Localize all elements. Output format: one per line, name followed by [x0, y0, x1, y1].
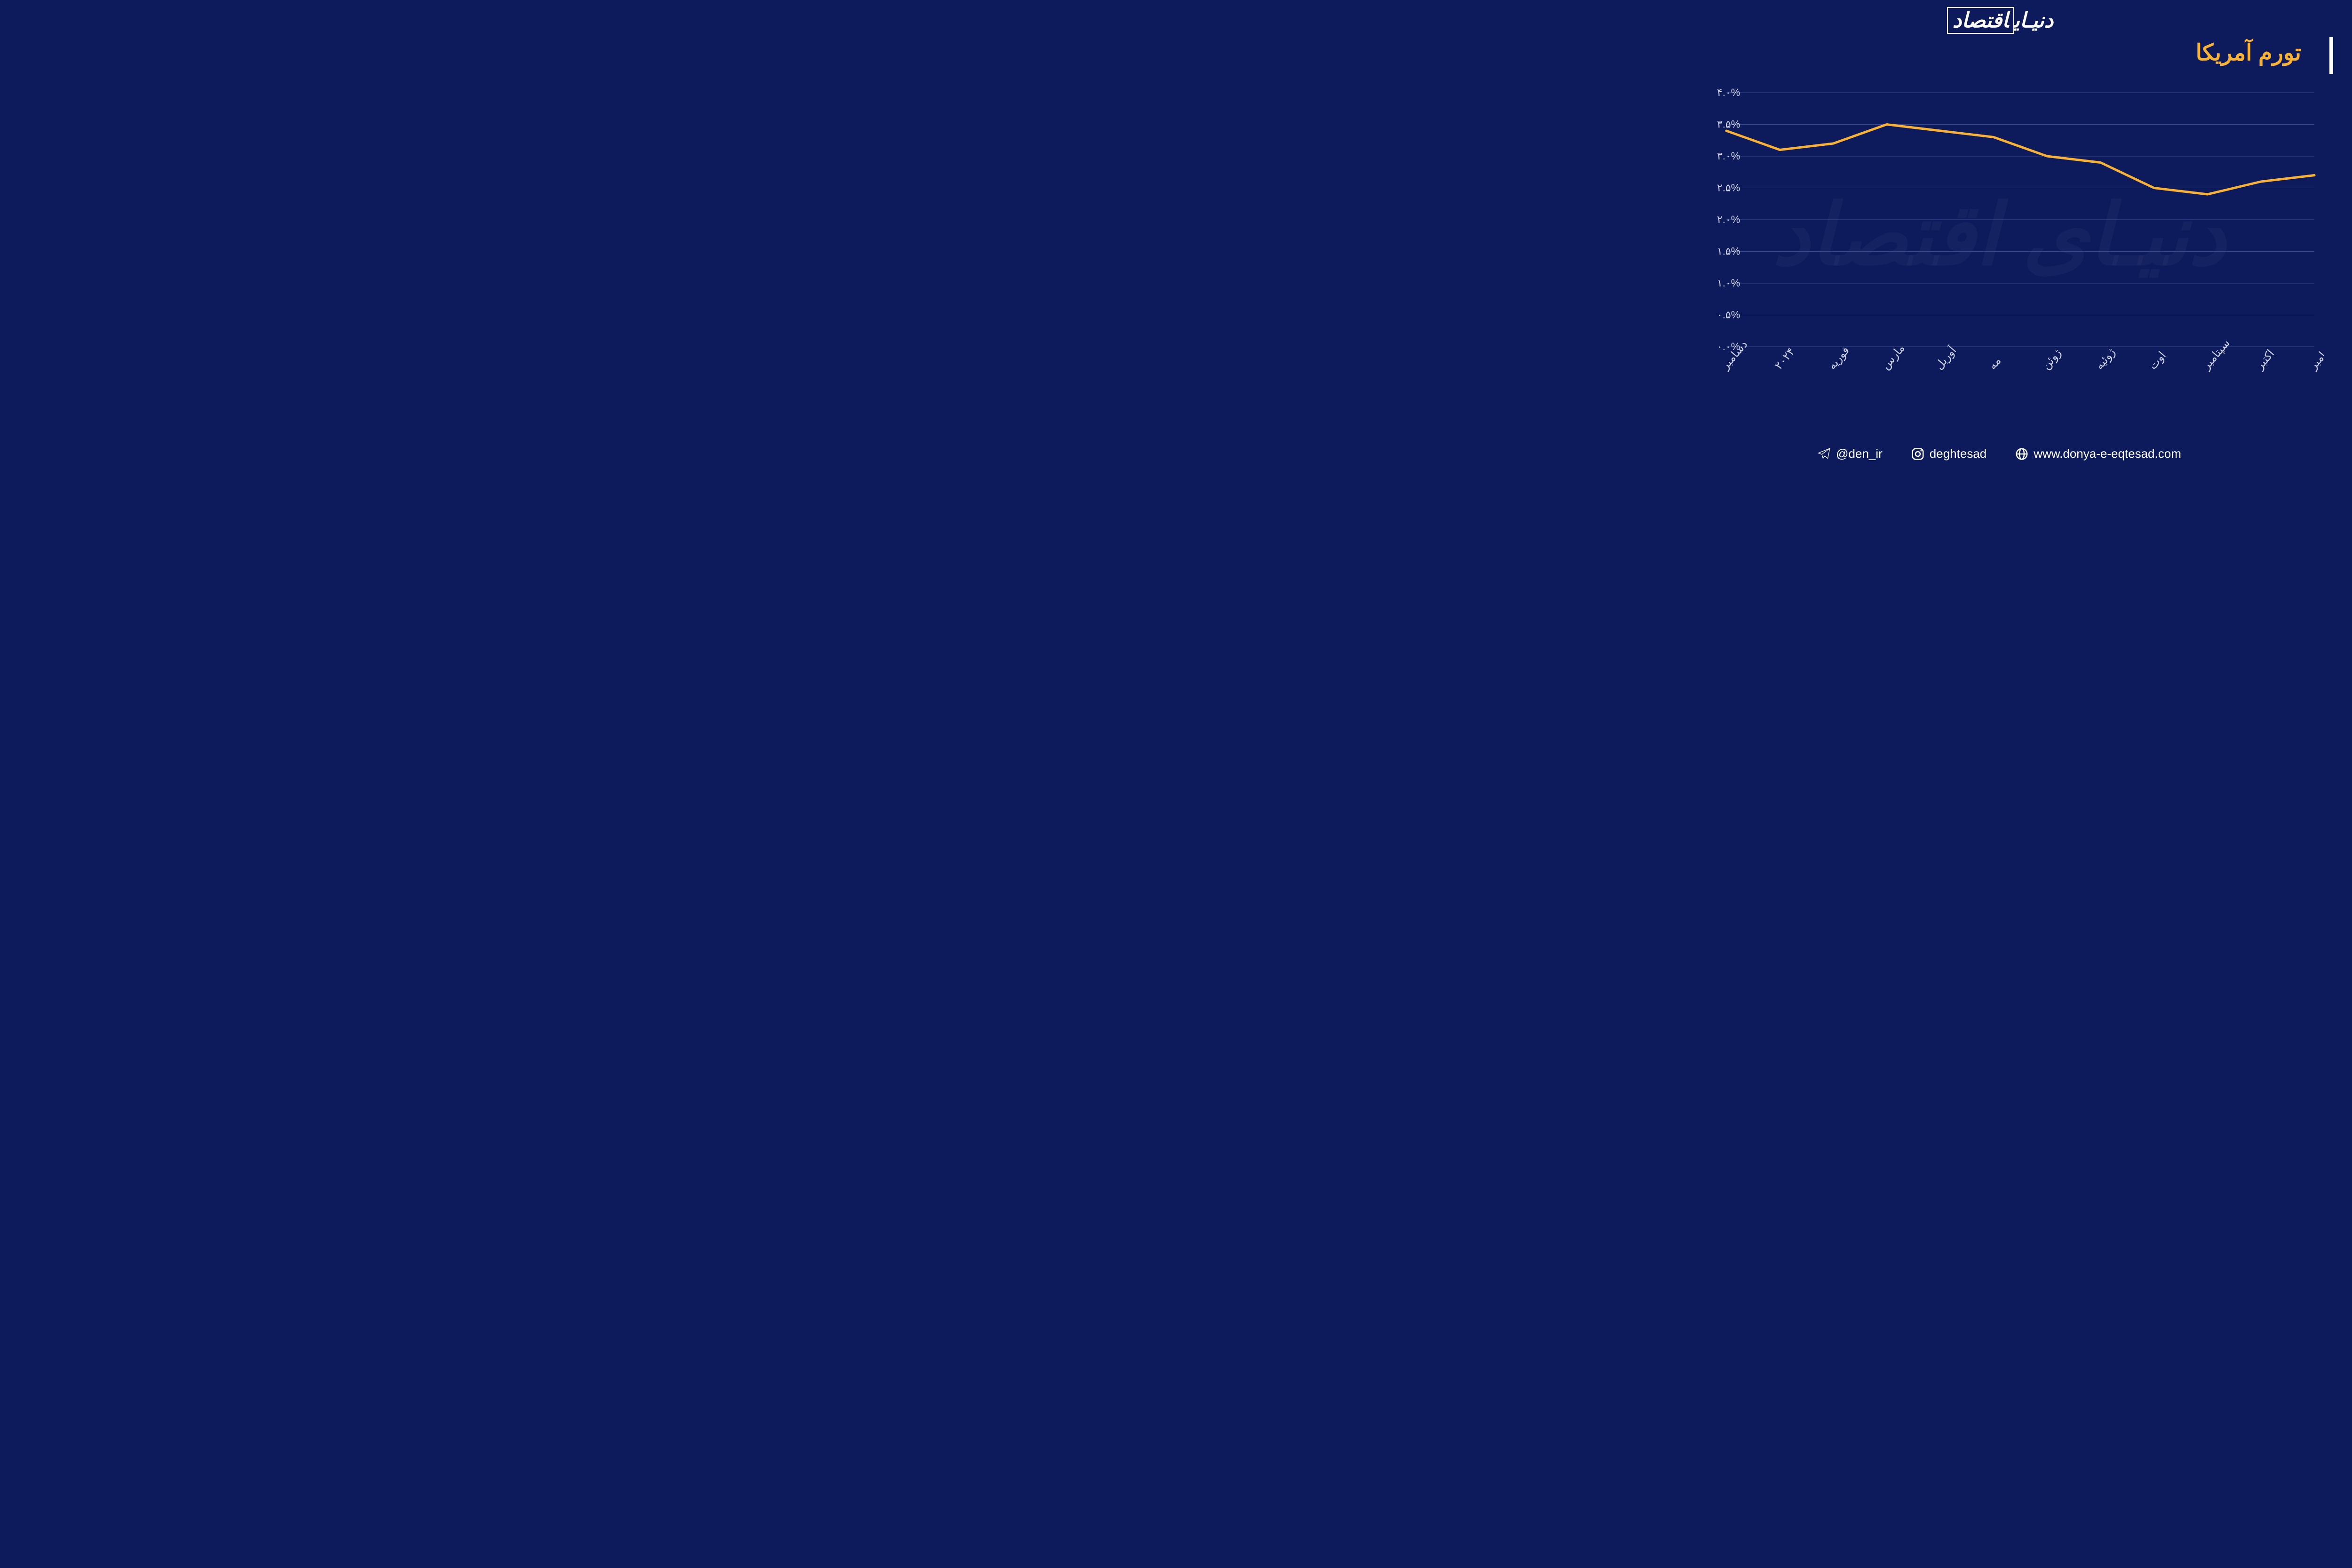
instagram-link[interactable]: deghtesad: [1911, 446, 1986, 461]
brand-logo: دنیـایاقتصاد: [1945, 8, 2054, 32]
website-link[interactable]: www.donya-e-eqtesad.com: [2015, 446, 2181, 461]
telegram-handle: @den_ir: [1836, 446, 1883, 461]
globe-icon: [2015, 447, 2029, 461]
instagram-handle: deghtesad: [1930, 446, 1986, 461]
x-axis-label: ژوئیه: [2093, 346, 2118, 372]
x-axis-label: نوامبر: [2306, 342, 2324, 372]
brand-part2: اقتصاد: [1947, 7, 2014, 34]
chart-container: ۰.۰%۰.۵%۱.۰%۱.۵%۲.۰%۲.۵%۳.۰%۳.۵%۴.۰% دسا…: [1675, 83, 2324, 403]
x-axis-label: فوریه: [1826, 344, 1852, 372]
y-axis-label: ۲.۰%: [1717, 214, 1740, 225]
x-axis-label: اکتبر: [2253, 347, 2277, 372]
footer: @den_ir deghtesad www.donya-e-eqtesad.co…: [1646, 446, 2352, 461]
y-axis-label: ۳.۰%: [1717, 150, 1740, 162]
x-axis-label: مارس: [1879, 342, 1907, 372]
x-axis-label: مه: [1986, 355, 2003, 372]
x-axis-label: سپتامبر: [2200, 337, 2233, 373]
instagram-icon: [1911, 447, 1925, 461]
y-axis-label: ۲.۵%: [1717, 182, 1740, 194]
brand-part1: دنیـای: [2014, 9, 2054, 32]
y-axis-label: ۱.۵%: [1717, 246, 1740, 257]
telegram-icon: [1817, 447, 1831, 461]
x-axis-label: اوت: [2146, 349, 2169, 372]
y-axis-label: ۳.۵%: [1717, 119, 1740, 130]
chart-title: تورم آمریکا: [1646, 37, 2333, 74]
telegram-link[interactable]: @den_ir: [1817, 446, 1883, 461]
x-axis-label: ژوئن: [2040, 347, 2064, 372]
x-axis-label: ۲۰۲۴: [1772, 345, 1798, 372]
line-chart: ۰.۰%۰.۵%۱.۰%۱.۵%۲.۰%۲.۵%۳.۰%۳.۵%۴.۰% دسا…: [1675, 83, 2324, 403]
website-url: www.donya-e-eqtesad.com: [2034, 446, 2181, 461]
inflation-line: [1726, 125, 2314, 195]
y-axis-label: ۴.۰%: [1717, 87, 1740, 98]
x-axis-label: آوریل: [1932, 343, 1959, 372]
header-logo: دنیـایاقتصاد: [1646, 0, 2352, 37]
y-axis-label: ۱.۰%: [1717, 277, 1740, 289]
y-axis-label: ۰.۵%: [1717, 309, 1740, 321]
